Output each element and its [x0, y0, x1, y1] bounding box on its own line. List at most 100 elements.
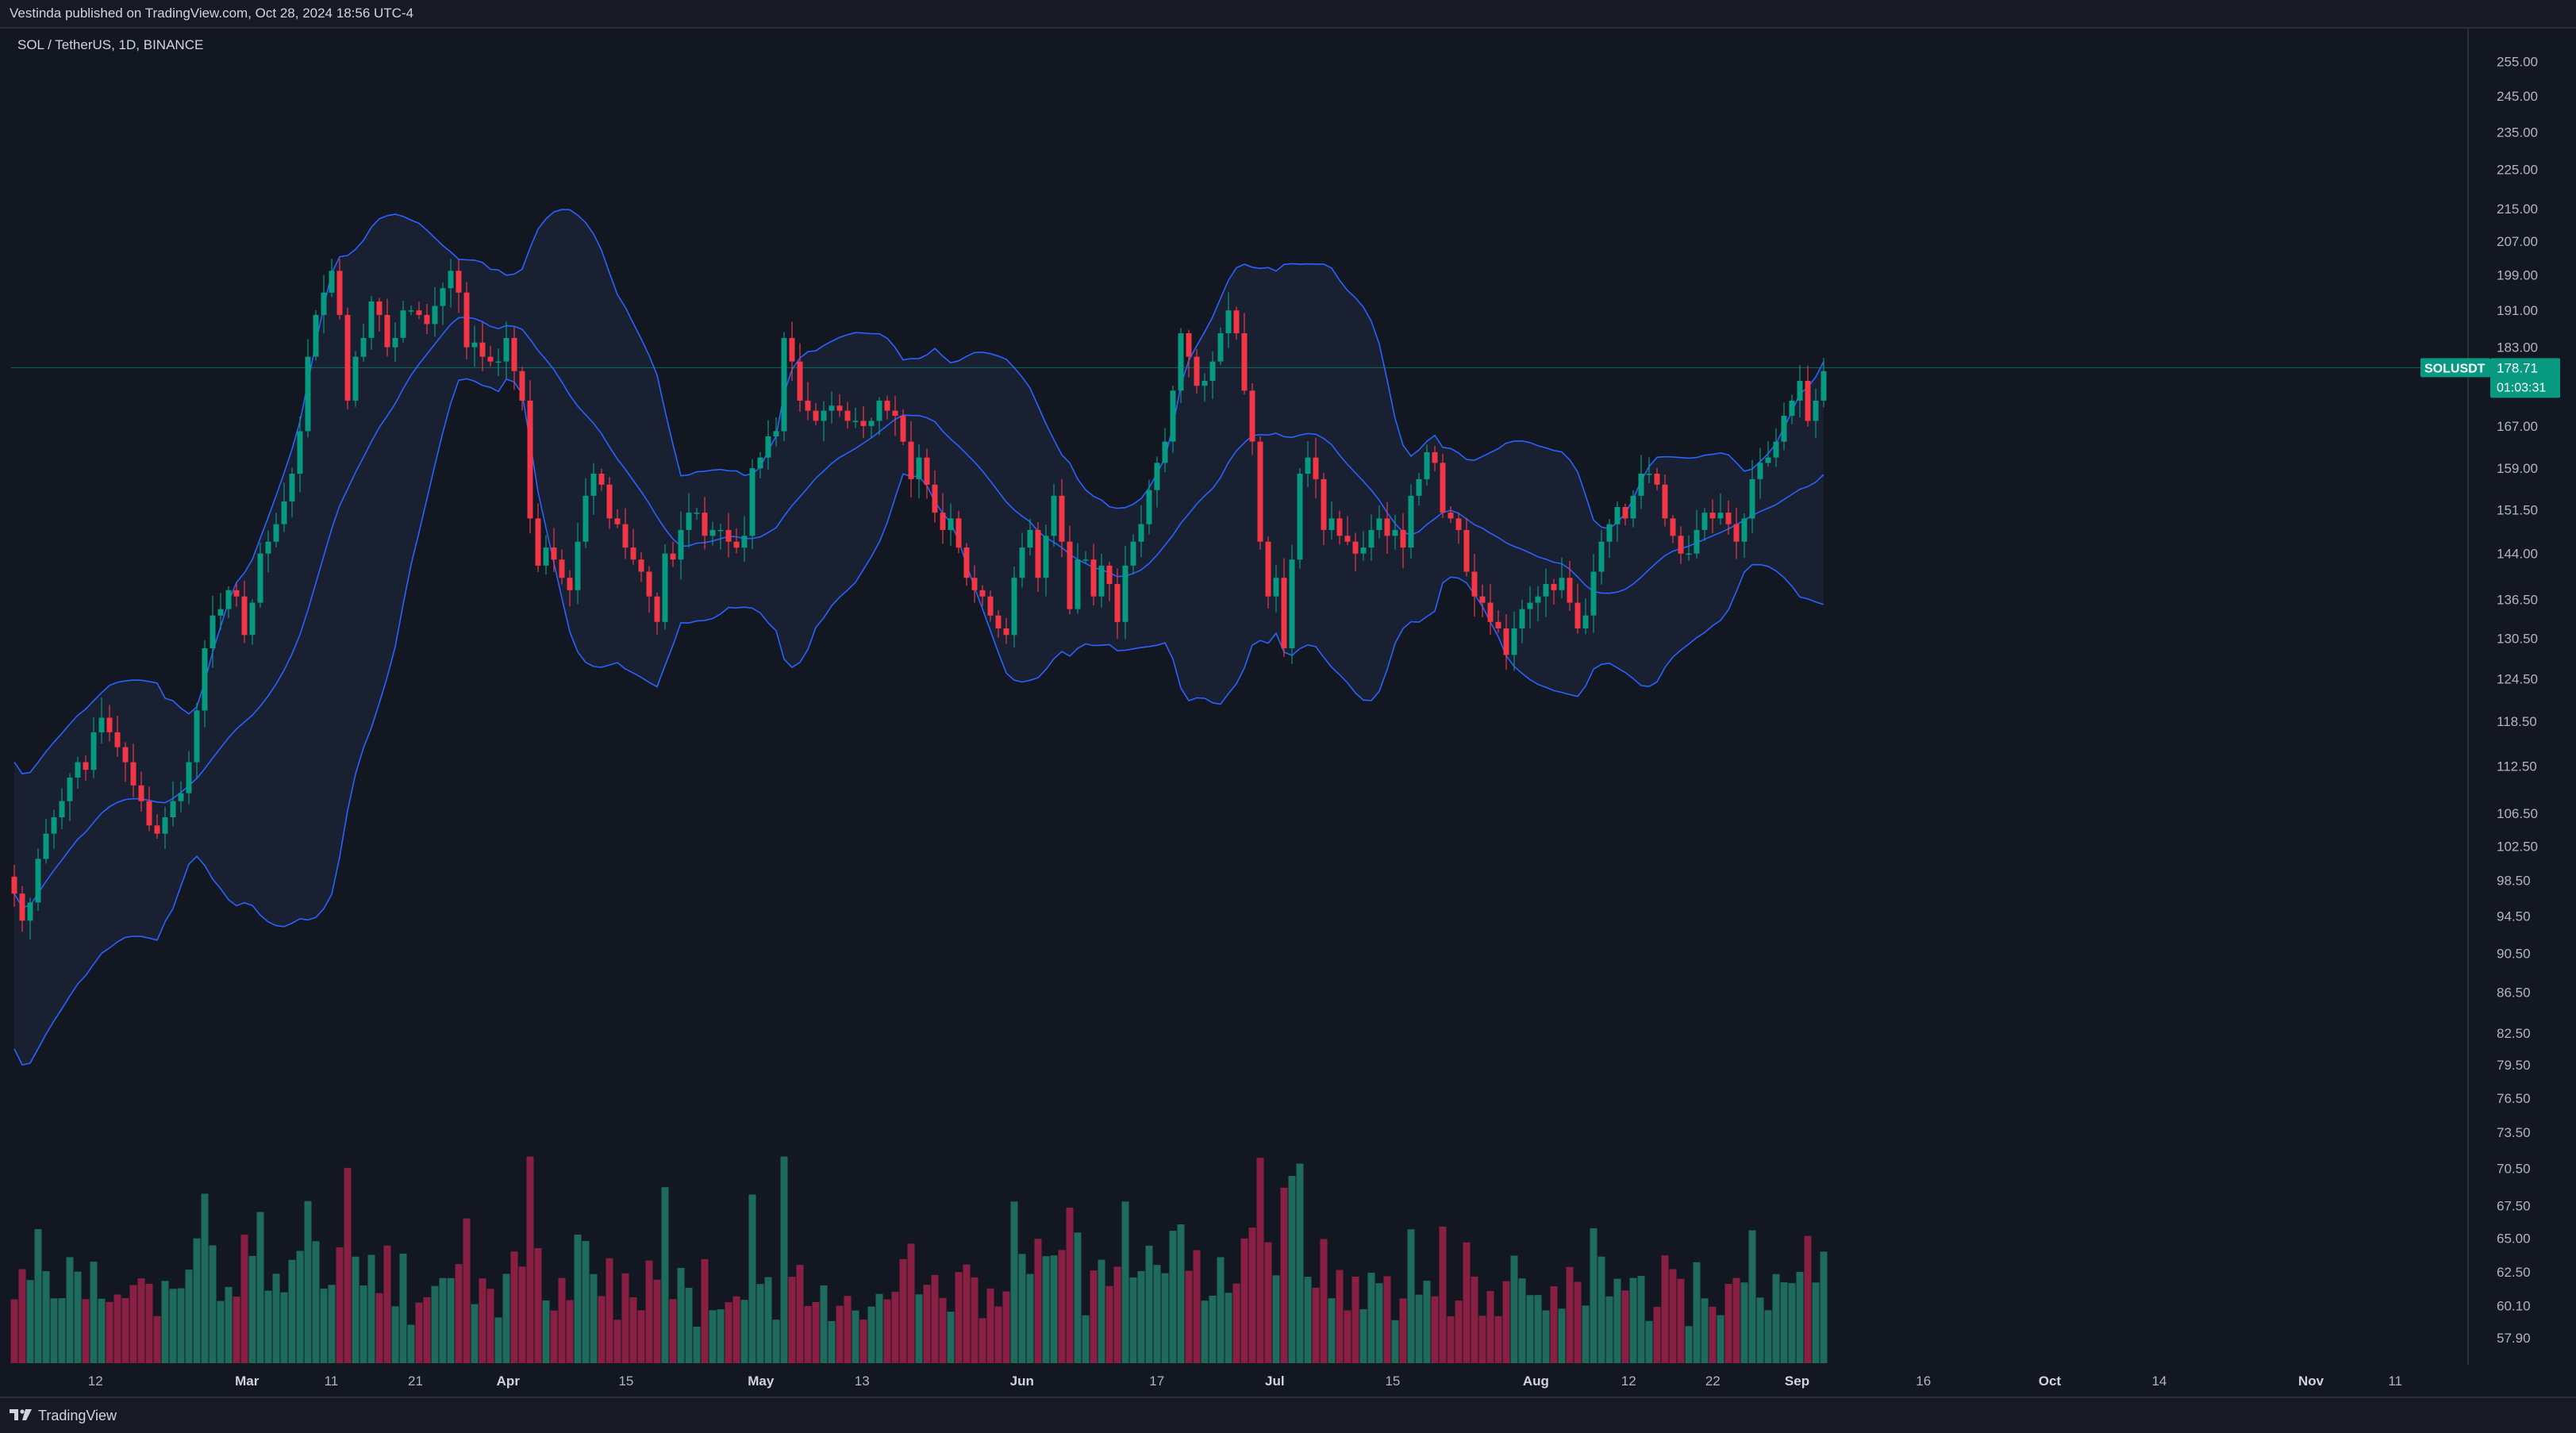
volume-bar	[1066, 1208, 1074, 1363]
candle	[781, 337, 787, 432]
candle	[1741, 518, 1747, 542]
volume-bar	[1431, 1296, 1439, 1363]
candle	[670, 553, 676, 560]
time-tick-label: 16	[1916, 1373, 1931, 1389]
volume-bar	[1685, 1326, 1693, 1363]
symbol-legend[interactable]: SOL / TetherUS, 1D, BINANCE	[17, 37, 203, 52]
volume-bar	[1256, 1158, 1264, 1363]
candle	[741, 536, 748, 548]
volume-bar	[1637, 1276, 1645, 1363]
volume-bar	[1002, 1291, 1010, 1363]
volume-bar	[1010, 1201, 1018, 1363]
volume-bar	[613, 1320, 621, 1363]
volume-bar	[1709, 1306, 1717, 1363]
price-axis[interactable]: 255.00 245.00 235.00 225.00 215.00 207.00 199.…	[2497, 55, 2538, 1346]
candle	[360, 337, 367, 357]
candle	[1146, 490, 1152, 524]
price-tick-label: 144.00	[2497, 547, 2538, 562]
volume-bar	[391, 1306, 399, 1363]
candle	[130, 762, 136, 786]
volume-bar	[1105, 1285, 1113, 1363]
candle	[1344, 536, 1351, 542]
candle	[11, 876, 17, 894]
candle	[1670, 518, 1676, 536]
volume-bar	[725, 1302, 732, 1363]
price-tick-label: 130.50	[2497, 631, 2538, 646]
candle	[1765, 457, 1771, 463]
candle	[1082, 559, 1089, 561]
candle	[495, 361, 502, 363]
volume-bar	[1336, 1270, 1344, 1363]
volume-bar	[399, 1254, 407, 1363]
volume-bar	[233, 1297, 240, 1363]
tradingview-logo[interactable]: TradingView	[10, 1408, 117, 1424]
volume-bar	[1574, 1281, 1582, 1363]
candle	[733, 541, 740, 548]
volume-bar	[1471, 1276, 1478, 1363]
candle	[551, 547, 557, 560]
volume-bar	[209, 1245, 217, 1363]
candle	[836, 405, 843, 411]
volume-bar	[1137, 1271, 1145, 1363]
candle	[35, 859, 41, 903]
candle	[344, 314, 351, 401]
candle	[582, 495, 589, 542]
price-tick-label: 76.50	[2497, 1091, 2531, 1106]
middle-band	[13, 316, 1824, 909]
volume-bar	[367, 1254, 375, 1363]
price-tick-label: 70.50	[2497, 1161, 2531, 1176]
candle	[1614, 507, 1621, 524]
volume-bar	[1677, 1278, 1685, 1363]
volume-bar	[939, 1297, 947, 1363]
volume-bar	[1724, 1284, 1732, 1363]
volume-bar	[439, 1277, 447, 1363]
band-fill	[14, 209, 1824, 1066]
volume-bar	[693, 1327, 701, 1363]
candle	[138, 785, 144, 801]
volume-bar	[986, 1288, 994, 1363]
volume-bar	[1058, 1250, 1066, 1363]
candle	[1241, 333, 1248, 391]
volume-bar	[225, 1286, 233, 1363]
volume-bar	[1629, 1277, 1637, 1363]
volume-bar	[1359, 1309, 1367, 1363]
candle	[1424, 451, 1430, 479]
volume-bar	[828, 1321, 836, 1363]
volume-bar	[1645, 1320, 1653, 1363]
volume-bar	[574, 1234, 582, 1363]
candle	[43, 833, 49, 859]
volume-bar	[1772, 1274, 1780, 1363]
candle	[376, 301, 383, 315]
time-axis[interactable]: 12 Mar 11 21 Apr 15 May 13 Jun 17 Jul 15 Aug 12 22 Sep 1…	[88, 1373, 2402, 1389]
price-tick-label: 167.00	[2497, 419, 2538, 434]
candle	[1694, 529, 1700, 554]
candle	[75, 762, 81, 778]
candle	[717, 529, 724, 532]
volume-bar	[201, 1193, 209, 1363]
volume-bar	[463, 1218, 471, 1363]
volume-bar	[1090, 1270, 1098, 1363]
volume-bar	[1590, 1227, 1598, 1363]
volume-bar	[1177, 1224, 1185, 1363]
candle	[352, 356, 359, 401]
candle	[1821, 371, 1827, 401]
candle	[638, 559, 644, 572]
candle	[709, 529, 716, 536]
price-chart[interactable]: 255.00 245.00 235.00 225.00 215.00 207.00 199.…	[0, 29, 2576, 1397]
volume-bar	[867, 1306, 875, 1363]
price-tick-label: 65.00	[2497, 1231, 2531, 1247]
candle	[98, 717, 105, 732]
volume-bar	[1502, 1281, 1510, 1363]
volume-bar	[661, 1187, 669, 1363]
volume-bar	[812, 1302, 820, 1363]
volume-bar	[1248, 1227, 1256, 1363]
candle	[567, 578, 573, 590]
candle	[1075, 559, 1081, 609]
candle	[408, 310, 414, 312]
candle	[1321, 478, 1327, 530]
candle	[368, 301, 375, 338]
volume-bar	[217, 1300, 225, 1363]
candle	[749, 468, 755, 536]
volume-bar	[486, 1289, 494, 1363]
volume-bar	[931, 1274, 939, 1363]
